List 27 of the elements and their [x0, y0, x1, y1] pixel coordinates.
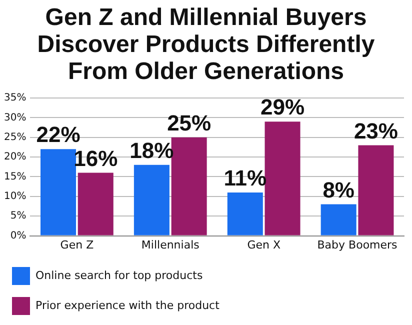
y-tick-label: 15% — [4, 171, 26, 182]
x-tick-label: Gen X — [247, 238, 281, 252]
bar — [227, 192, 263, 236]
x-tick-label: Baby Boomers — [317, 238, 398, 252]
bar — [40, 149, 76, 236]
x-tick-label: Millennials — [141, 238, 200, 252]
data-label: 23% — [354, 118, 398, 144]
data-label: 29% — [260, 94, 305, 120]
y-tick-label: 35% — [4, 92, 26, 104]
bar — [320, 204, 356, 236]
data-label: 22% — [36, 122, 80, 148]
y-tick-label: 20% — [4, 152, 26, 163]
bar — [358, 145, 394, 236]
data-label: 8% — [322, 177, 354, 202]
bar — [78, 172, 114, 236]
y-tick-label: 10% — [4, 191, 26, 202]
bar — [264, 122, 300, 236]
legend-label: Online search for top products — [36, 268, 203, 282]
y-tick-label: 30% — [4, 112, 26, 124]
x-tick-label: Gen Z — [60, 238, 94, 252]
y-tick-label: 25% — [4, 132, 26, 143]
chart-title: Gen Z and Millennial Buyers Discover Products Differently From Older Generations — [36, 4, 376, 84]
bar — [134, 164, 170, 236]
y-tick-label: 0% — [10, 230, 26, 242]
y-tick-label: 5% — [10, 210, 26, 222]
data-label: 25% — [167, 110, 212, 136]
legend-label: Prior experience with the product — [36, 298, 220, 312]
